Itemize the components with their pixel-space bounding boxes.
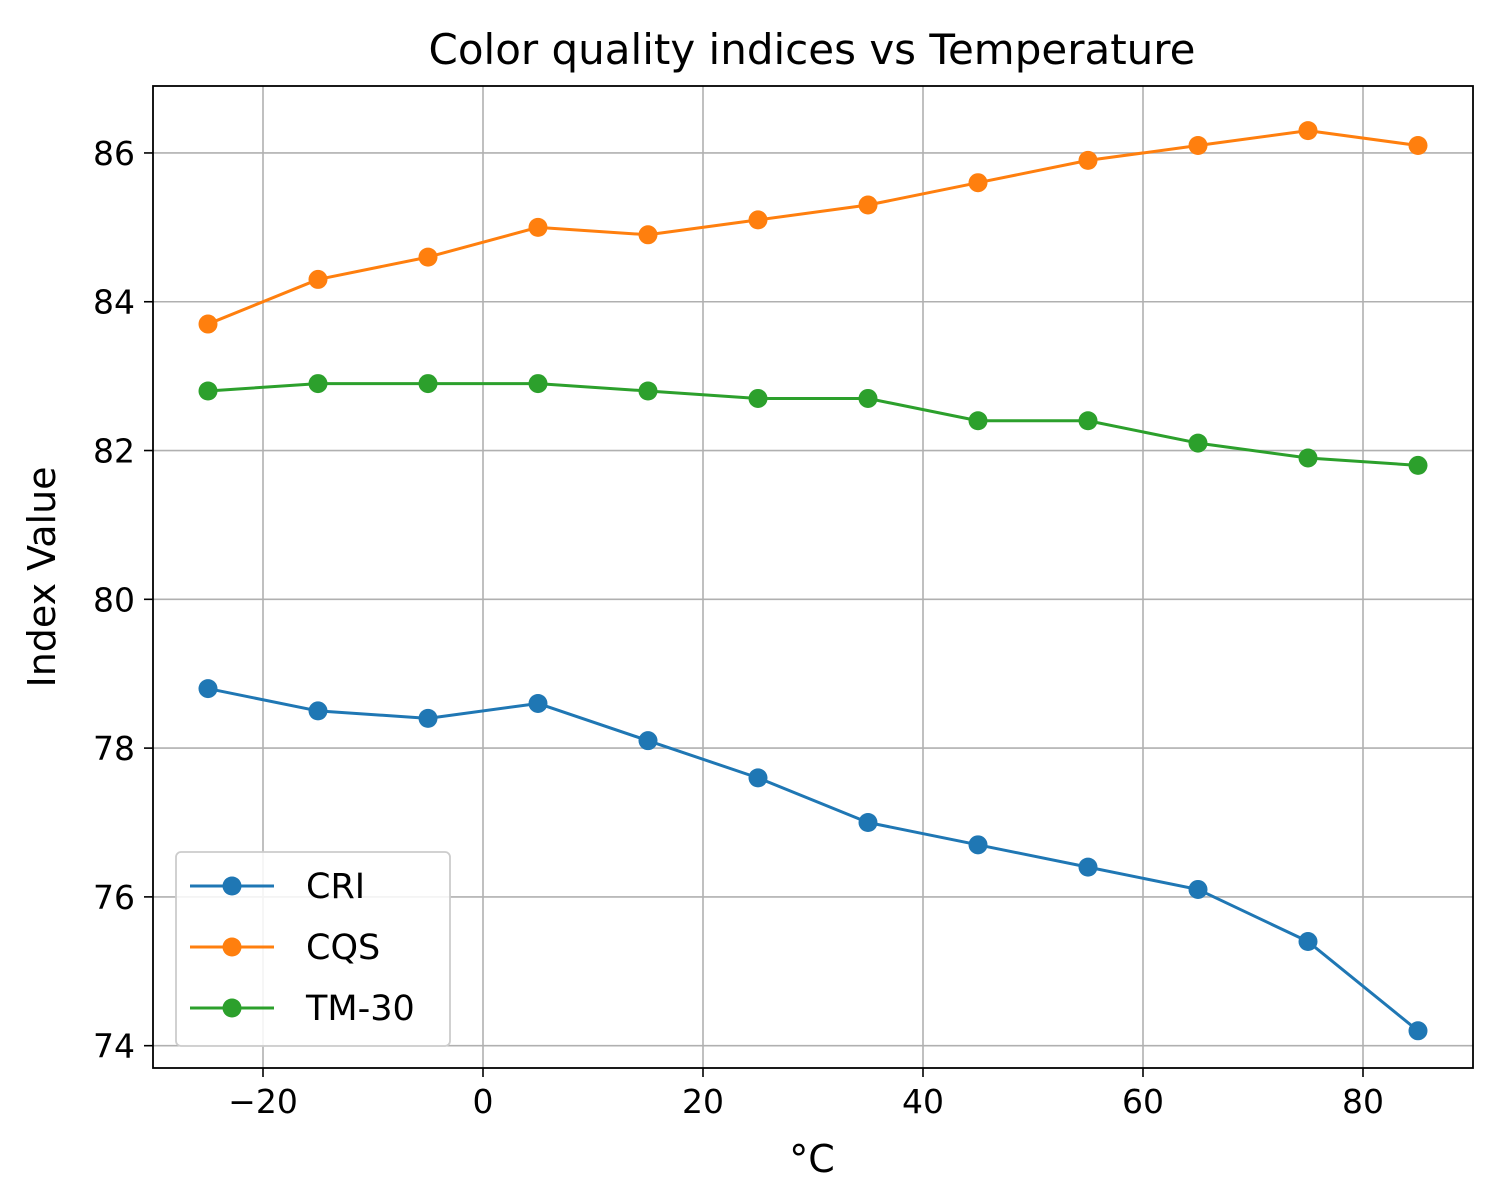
data-point-cri: [1188, 879, 1208, 899]
legend-swatch-marker: [222, 937, 242, 957]
data-point-tm-30: [1078, 411, 1098, 431]
y-tick-label: 86: [93, 134, 135, 173]
data-point-tm-30: [968, 411, 988, 431]
data-point-tm-30: [748, 388, 768, 408]
axis-ticks: −20 0 20 40 60 80 74 76 78 80 82 84 86: [93, 134, 1384, 1121]
chart-title: Color quality indices vs Temperature: [429, 25, 1196, 74]
x-tick-label: 60: [1122, 1082, 1164, 1121]
data-point-tm-30: [308, 374, 328, 394]
legend-label: TM-30: [305, 989, 415, 1029]
data-point-cqs: [1408, 136, 1428, 156]
series-line-cri: [207, 687, 1419, 1032]
data-point-cqs: [638, 225, 658, 245]
data-point-cri: [1408, 1021, 1428, 1041]
data-point-cri: [858, 813, 878, 832]
data-point-cri: [638, 731, 658, 751]
data-point-cri: [528, 693, 548, 713]
x-tick-label: 20: [682, 1082, 724, 1121]
y-tick-label: 84: [93, 283, 135, 322]
legend-label: CQS: [306, 928, 380, 968]
y-tick-label: 74: [93, 1027, 135, 1066]
data-point-cri: [198, 679, 218, 699]
y-tick-label: 76: [93, 878, 135, 917]
series-line-cqs: [207, 129, 1419, 326]
series-line-tm-30: [207, 382, 1419, 467]
data-point-cri: [748, 768, 768, 788]
legend-item-tm-30: TM-30: [190, 989, 415, 1029]
data-point-cqs: [528, 217, 548, 237]
y-tick-label: 78: [93, 729, 135, 768]
data-point-cri: [1298, 932, 1318, 952]
plot-frame: [152, 85, 1474, 1069]
data-point-cqs: [1078, 150, 1098, 170]
data-point-tm-30: [528, 374, 548, 394]
x-tick-label: 0: [473, 1082, 494, 1121]
legend-item-cri: CRI: [190, 867, 365, 907]
x-tick-label: 80: [1342, 1082, 1384, 1121]
legend: CRI CQS TM-30: [175, 851, 451, 1047]
legend-box: [175, 851, 451, 1047]
y-tick-label: 82: [93, 432, 135, 471]
x-tick-label: 40: [902, 1082, 944, 1121]
data-point-cri: [308, 701, 328, 721]
data-point-cri: [968, 835, 988, 855]
data-point-tm-30: [1408, 455, 1428, 475]
series-tm-30: [198, 374, 1428, 475]
x-axis-label: °C: [789, 1137, 835, 1181]
y-axis-label: Index Value: [20, 466, 64, 687]
data-point-cri: [1078, 857, 1098, 877]
data-point-tm-30: [1298, 448, 1318, 468]
series-cri: [198, 679, 1428, 1041]
data-point-tm-30: [858, 388, 878, 408]
data-point-cqs: [308, 269, 328, 289]
series-cqs: [198, 121, 1428, 334]
data-point-cqs: [748, 210, 768, 230]
y-tick-label: 80: [93, 580, 135, 619]
legend-swatch-marker: [222, 998, 242, 1018]
data-point-cqs: [1298, 121, 1318, 141]
legend-label: CRI: [306, 867, 365, 907]
data-point-cri: [418, 708, 438, 728]
data-point-tm-30: [418, 374, 438, 394]
data-point-cqs: [1188, 136, 1208, 156]
data-point-tm-30: [638, 381, 658, 401]
legend-swatch-marker: [222, 876, 242, 896]
data-point-tm-30: [1188, 433, 1208, 453]
x-tick-label: −20: [228, 1082, 298, 1121]
data-point-cqs: [968, 173, 988, 193]
data-point-tm-30: [198, 381, 218, 401]
series-group: [198, 121, 1428, 1041]
data-point-cqs: [198, 314, 218, 334]
data-point-cqs: [418, 247, 438, 267]
data-point-cqs: [858, 195, 878, 215]
legend-item-cqs: CQS: [190, 928, 380, 968]
